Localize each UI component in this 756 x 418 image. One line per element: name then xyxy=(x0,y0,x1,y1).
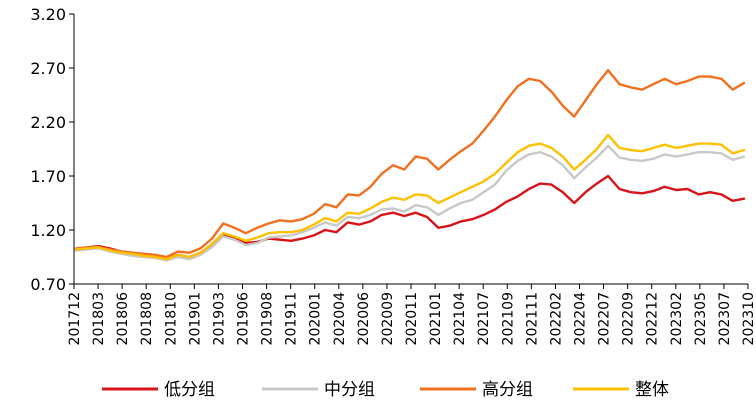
x-tick-label: 202209 xyxy=(621,292,637,345)
y-tick-label: 1.70 xyxy=(30,167,66,186)
y-axis: 3.20 2.70 2.20 1.70 1.20 0.70 xyxy=(30,5,75,294)
x-tick-label: 202004 xyxy=(332,292,348,346)
x-tick-label: 201911 xyxy=(284,292,300,345)
x-tick-label: 202107 xyxy=(476,292,492,345)
x-tick-label: 201903 xyxy=(211,292,227,345)
y-tick-label: 3.20 xyxy=(30,5,66,24)
y-tick-label: 2.70 xyxy=(30,59,66,78)
x-tick-label: 202302 xyxy=(669,292,685,345)
x-tick-label: 202307 xyxy=(717,292,733,345)
x-tick-label: 202109 xyxy=(500,292,516,345)
x-tick-label: 202009 xyxy=(380,292,396,345)
series-line xyxy=(74,144,746,262)
y-tick-label: 0.70 xyxy=(30,275,66,294)
x-tick-label: 202011 xyxy=(404,292,420,345)
x-tick-label: 202204 xyxy=(573,292,589,346)
y-tick-label: 1.20 xyxy=(30,221,66,240)
x-tick-label: 201806 xyxy=(115,292,131,346)
x-tick-label: 202310 xyxy=(741,292,756,345)
x-tick-label: 201712 xyxy=(67,292,83,345)
legend-label: 低分组 xyxy=(164,380,215,400)
x-tick-label: 201810 xyxy=(163,292,179,345)
legend: 低分组 中分组 高分组 整体 xyxy=(102,380,669,400)
x-tick-label: 201808 xyxy=(139,292,155,345)
x-tick-label: 202111 xyxy=(524,292,540,345)
x-tick-label: 201908 xyxy=(260,292,276,345)
legend-label: 中分组 xyxy=(324,380,375,400)
series-line xyxy=(74,68,746,259)
x-tick-label: 202006 xyxy=(356,292,372,346)
x-tick-label: 201906 xyxy=(236,292,252,346)
x-tick-label: 202305 xyxy=(693,292,709,345)
x-tick-label: 202207 xyxy=(597,292,613,345)
series-line xyxy=(74,133,746,261)
x-tick-label: 202101 xyxy=(428,292,444,345)
legend-label: 高分组 xyxy=(482,380,533,400)
x-axis: 201712 201803 201806 201808 201810 201901 2019… xyxy=(67,283,756,346)
series-line xyxy=(74,174,746,261)
y-tick-label: 2.20 xyxy=(30,113,66,132)
x-tick-label: 202001 xyxy=(308,292,324,345)
x-tick-label: 202212 xyxy=(645,292,661,345)
series-lines xyxy=(74,68,746,262)
x-tick-label: 202104 xyxy=(452,292,468,346)
x-tick-label: 201901 xyxy=(187,292,203,345)
x-tick-label: 201803 xyxy=(91,292,107,345)
x-tick-label: 202202 xyxy=(548,292,564,345)
legend-label: 整体 xyxy=(635,380,669,400)
